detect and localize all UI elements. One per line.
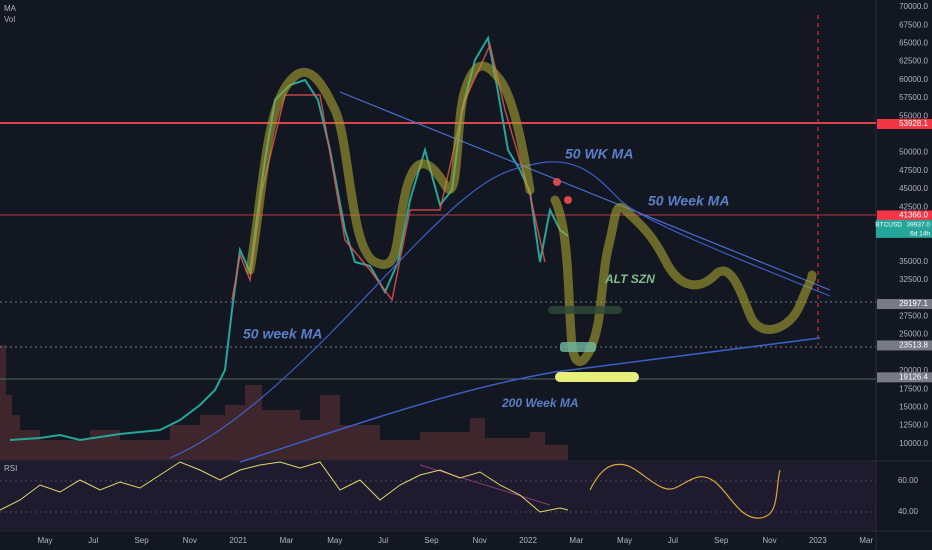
time-tick-label: May (617, 536, 632, 545)
time-tick-label: Mar (859, 536, 873, 545)
price-tick-label: 42500.0 (899, 202, 928, 211)
highlight-box (560, 342, 596, 352)
price-tick-label: 17500.0 (899, 384, 928, 393)
ma-200-week (239, 337, 821, 463)
time-tick-label: Nov (762, 536, 776, 545)
annotation: ALT SZN (604, 272, 655, 286)
price-tick-label: 47500.0 (899, 166, 928, 175)
price-tick-label: 35000.0 (899, 257, 928, 266)
price-tag-label: 53928.1 (899, 119, 928, 128)
price-tick-label: 10000.0 (899, 439, 928, 448)
marker (564, 196, 572, 204)
current-price-tag (876, 219, 932, 238)
trend-line (339, 91, 831, 291)
price-tag-label: 23513.8 (899, 341, 928, 350)
current-price-label: BTCUSD (875, 222, 902, 229)
time-tick-label: Jul (668, 536, 678, 545)
rsi-line (0, 461, 569, 513)
highlight-stroke (245, 61, 817, 366)
indicator-label: Vol (4, 15, 15, 24)
annotation: 200 Week MA (501, 396, 578, 410)
time-tick-label: Mar (569, 536, 583, 545)
price-tag (877, 119, 932, 130)
price-tag-label: 19126.4 (899, 372, 928, 381)
time-tick-label: Mar (280, 536, 294, 545)
price-tick-label: 70000.0 (899, 2, 928, 11)
time-tick-label: Nov (183, 536, 197, 545)
time-tick-label: 2023 (809, 536, 827, 545)
price-tick-label: 67500.0 (899, 20, 928, 29)
price-tick-label: 32500.0 (899, 275, 928, 284)
price-tick-label: 12500.0 (899, 421, 928, 430)
volume-bars (0, 345, 568, 460)
annotation: 50 Week MA (648, 193, 729, 209)
time-tick-label: Sep (424, 536, 439, 545)
current-price-label: 39937.0 (907, 222, 931, 229)
price-tag (877, 372, 932, 383)
annotation: 50 week MA (243, 326, 322, 342)
time-tick-label: Sep (714, 536, 729, 545)
price-tick-label: 57500.0 (899, 93, 928, 102)
indicator-label: MA (4, 4, 17, 13)
time-tick-label: Sep (134, 536, 149, 545)
axes: 70000.0 67500.0 65000.0 62500.0 60000.0 57500… (37, 2, 932, 545)
price-series (9, 35, 569, 442)
time-tick-label: 2022 (519, 536, 537, 545)
rsi-label: RSI (4, 464, 17, 473)
price-tick-label: 15000.0 (899, 403, 928, 412)
marker (553, 178, 561, 186)
time-tick-label: May (37, 536, 52, 545)
time-tick-label: May (327, 536, 342, 545)
time-tick-label: Nov (473, 536, 487, 545)
price-tag (877, 299, 932, 310)
price-tick-label: 27500.0 (899, 312, 928, 321)
time-tick-label: Jul (378, 536, 388, 545)
price-tick-label: 45000.0 (899, 184, 928, 193)
price-tick-label: 25000.0 (899, 330, 928, 339)
time-tick-label: Jul (88, 536, 98, 545)
price-tag (877, 210, 932, 221)
current-price-label: 6d 14h (910, 231, 930, 238)
highlight-box (548, 306, 622, 314)
price-tick-label: 62500.0 (899, 57, 928, 66)
price-tag (877, 340, 932, 351)
rsi-tick-label: 40.00 (898, 507, 919, 516)
rsi-tick-label: 60.00 (898, 476, 919, 485)
time-tick-label: 2021 (229, 536, 247, 545)
price-tick-label: 60000.0 (899, 75, 928, 84)
price-tick-label: 65000.0 (899, 39, 928, 48)
price-tick-label: 50000.0 (899, 148, 928, 157)
rsi-trend-line (419, 464, 551, 506)
price-tag-label: 41366.0 (899, 211, 928, 220)
rsi-projection (589, 463, 781, 519)
annotation: 50 WK MA (565, 146, 633, 162)
price-tag-label: 29197.1 (899, 299, 928, 308)
rsi-pane (0, 462, 876, 530)
price-tick-label: 55000.0 (899, 111, 928, 120)
price-tick-label: 20000.0 (899, 366, 928, 375)
